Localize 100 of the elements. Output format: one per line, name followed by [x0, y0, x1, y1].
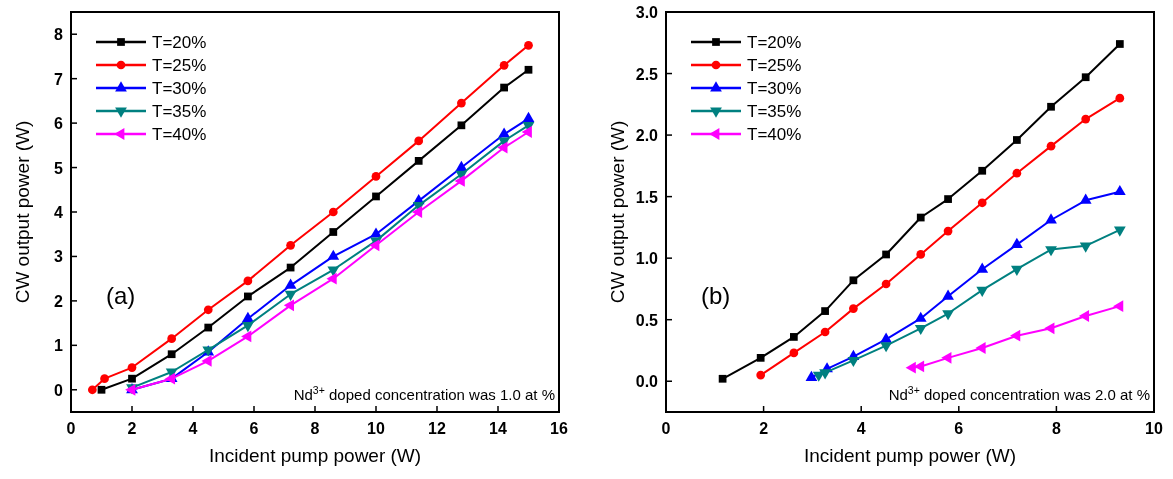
point — [284, 290, 297, 302]
point — [1045, 213, 1057, 224]
y-tick-label: 2 — [54, 292, 64, 310]
point — [524, 40, 533, 50]
point — [978, 166, 987, 175]
point — [201, 355, 212, 367]
x-tick-label: 8 — [310, 420, 320, 437]
point — [1044, 322, 1055, 335]
legend-label: T=25% — [152, 56, 207, 75]
point — [524, 65, 533, 74]
point — [326, 272, 337, 285]
point — [97, 385, 106, 394]
point — [1113, 226, 1126, 237]
point — [204, 323, 213, 332]
x-tick-label: 2 — [759, 420, 769, 437]
point — [203, 305, 213, 315]
point — [882, 250, 890, 259]
point — [977, 198, 987, 208]
point — [128, 374, 136, 383]
point — [411, 206, 423, 218]
point — [414, 136, 424, 146]
annotation: Nd$^{3+}$ doped concentration was 1.0 at % — [293, 384, 555, 403]
x-tick-label: 4 — [856, 420, 866, 437]
y-tick-label: 0.5 — [635, 311, 659, 329]
point — [244, 292, 252, 301]
y-tick-label: 3 — [54, 248, 64, 266]
legend-label: T=20% — [152, 33, 207, 52]
x-tick-label: 6 — [954, 420, 964, 437]
point — [1012, 168, 1022, 178]
y-tick-label: 3.0 — [635, 4, 659, 21]
legend-label: T=35% — [152, 102, 207, 121]
point — [1013, 136, 1021, 144]
point — [789, 348, 799, 358]
point — [372, 192, 380, 201]
x-tick-label: 0 — [661, 420, 671, 437]
x-tick-label: 4 — [188, 420, 198, 437]
point — [327, 266, 340, 277]
point — [1115, 40, 1124, 48]
annotation: Nd$^{3+}$ doped concentration was 2.0 at % — [888, 384, 1150, 403]
point — [371, 172, 381, 181]
point — [1047, 102, 1055, 111]
y-axis-title: CW output power (W) — [12, 120, 33, 304]
point — [457, 98, 466, 108]
y-tick-label: 0 — [54, 381, 64, 399]
y-tick-label: 0.0 — [635, 373, 659, 391]
y-tick-label: 8 — [54, 26, 64, 44]
point — [497, 141, 508, 154]
point — [100, 374, 109, 384]
annotation: (a) — [106, 282, 136, 309]
point — [905, 361, 916, 374]
point — [414, 157, 423, 165]
point — [1113, 184, 1126, 196]
x-tick-label: 6 — [249, 420, 259, 437]
point — [243, 276, 253, 286]
point — [1081, 114, 1091, 124]
point — [327, 249, 340, 260]
annotation: (b) — [701, 282, 731, 309]
point — [975, 342, 986, 354]
x-tick-label: 2 — [127, 420, 137, 437]
point — [914, 324, 927, 336]
point — [1010, 265, 1023, 277]
y-tick-label: 7 — [54, 70, 64, 88]
point — [820, 327, 830, 337]
y-tick-label: 4 — [54, 204, 64, 221]
point — [242, 321, 254, 333]
point — [522, 111, 535, 123]
point — [942, 289, 954, 300]
x-tick-label: 0 — [66, 420, 76, 437]
point — [454, 175, 465, 187]
point — [756, 353, 765, 362]
point — [943, 226, 953, 236]
point — [916, 213, 925, 222]
point — [1010, 329, 1021, 342]
point — [944, 195, 952, 203]
point — [976, 262, 989, 273]
point — [789, 333, 798, 341]
point — [849, 276, 858, 285]
legend-label: T=40% — [747, 125, 802, 144]
point — [819, 369, 831, 380]
legend-label: T=35% — [747, 102, 802, 121]
point — [941, 351, 952, 364]
point — [167, 350, 176, 359]
y-tick-label: 6 — [54, 115, 64, 133]
point — [521, 126, 532, 138]
point — [284, 278, 297, 289]
point — [1010, 237, 1023, 249]
legend-label: T=30% — [152, 79, 207, 98]
y-tick-label: 5 — [54, 159, 64, 177]
point — [127, 363, 137, 372]
y-axis-title: CW output power (W) — [607, 120, 628, 304]
legend-label: T=30% — [747, 79, 802, 98]
point — [1115, 93, 1125, 103]
legend-label: T=20% — [747, 33, 802, 52]
point — [242, 311, 254, 323]
x-tick-label: 10 — [367, 420, 385, 437]
point — [369, 239, 380, 252]
y-tick-label: 2.0 — [635, 127, 659, 145]
point — [976, 286, 989, 297]
point — [328, 207, 338, 217]
legend-label: T=40% — [152, 125, 207, 144]
